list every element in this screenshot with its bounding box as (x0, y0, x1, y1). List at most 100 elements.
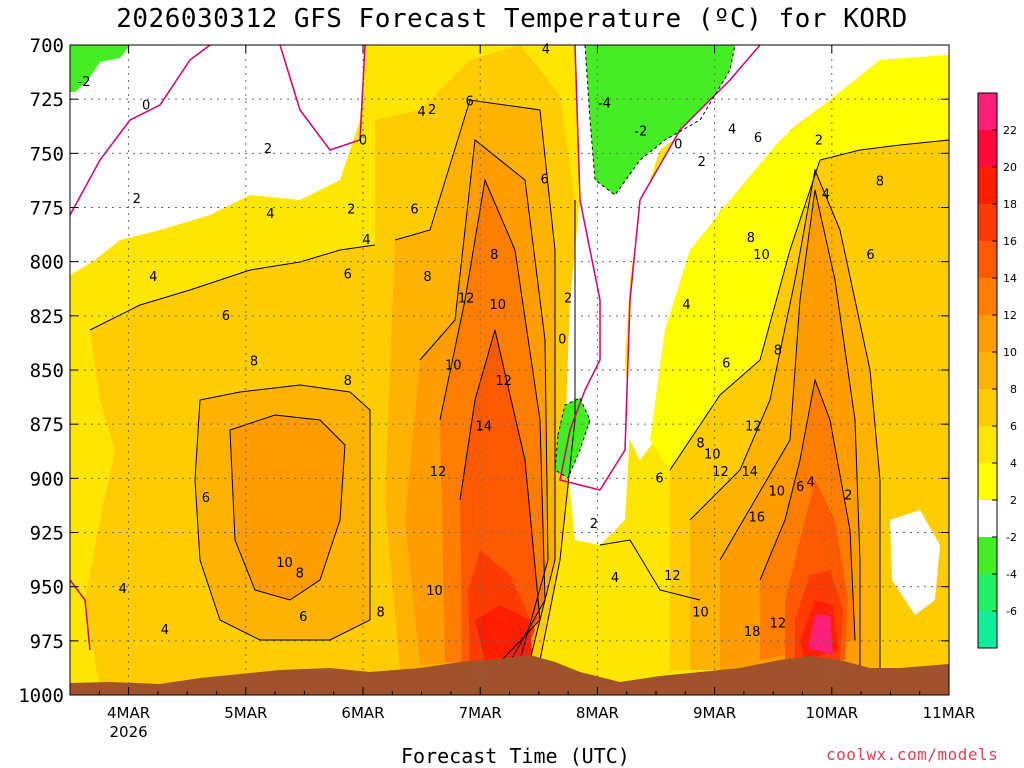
contour-label: 6 (722, 357, 730, 372)
warm-zone-center-18 (475, 605, 532, 660)
contour-label: 4 (822, 188, 830, 203)
contour-line (89, 244, 376, 331)
contour-label: 2 (815, 133, 823, 148)
contour-label: 2 (264, 142, 272, 157)
colorbar-frame (977, 92, 998, 649)
contour-label: 6 (344, 268, 352, 283)
contour-label: 10 (276, 556, 293, 571)
colorbar-label: -2 (1006, 531, 1017, 544)
cold-zone-right-upper-white (625, 45, 949, 460)
warm-zone-left-10 (230, 415, 345, 600)
contour-label: 4 (611, 571, 619, 586)
colorbar-swatch (978, 537, 997, 574)
contour-line (459, 329, 541, 663)
contour-lines (89, 99, 949, 670)
contour-label: 4 (149, 270, 157, 285)
contour-line (669, 139, 949, 471)
negative-contours (554, 45, 736, 479)
contour-label: 12 (770, 617, 787, 632)
colorbar-label: 12 (1003, 309, 1017, 322)
warm-zone-right-upper-yellow (650, 55, 949, 470)
contour-label: 6 (202, 491, 210, 506)
y-tick-label: 850 (30, 360, 64, 382)
contour-label: 8 (423, 270, 431, 285)
contour-label: 4 (682, 298, 690, 313)
contour-label: 4 (362, 233, 370, 248)
colorbar-swatch (978, 574, 997, 611)
colorbar-swatch (978, 167, 997, 204)
colorbar-label: 2 (1010, 494, 1017, 507)
contour-line (419, 139, 549, 661)
contour-label: 6 (466, 94, 474, 109)
contour-label: 6 (655, 471, 663, 486)
zero-isotherm-line (70, 45, 211, 216)
colorbar-swatch (978, 93, 997, 130)
contour-label: 8 (344, 374, 352, 389)
contour-label: 0 (142, 99, 150, 114)
colorbar-swatch (978, 426, 997, 463)
terrain (70, 655, 949, 695)
contour-label: 2 (844, 489, 852, 504)
contour-line (539, 200, 576, 661)
contour-label: 12 (430, 465, 447, 480)
warm-zone-right-20 (808, 615, 833, 655)
colorbar-swatch (978, 204, 997, 241)
temperature-field (70, 45, 949, 695)
colorbar-label: 8 (1010, 383, 1017, 396)
contour-label: 8 (376, 606, 384, 621)
chart-title: 2026030312 GFS Forecast Temperature (ºC)… (116, 4, 908, 34)
contour-label: 2 (133, 192, 141, 207)
contour-label: 18 (744, 625, 761, 640)
contour-label: 12 (458, 292, 475, 307)
colorbar-label: -4 (1006, 568, 1017, 581)
contour-label: 8 (250, 354, 258, 369)
x-sub-label: 2026 (110, 723, 148, 741)
x-tick-label: 5MAR (224, 704, 267, 722)
contour-label: 6 (410, 203, 418, 218)
contour-label: 12 (495, 374, 512, 389)
contour-label: 12 (712, 465, 729, 480)
contour-label: 6 (754, 131, 762, 146)
y-tick-label: 800 (30, 252, 64, 274)
contour-label: 2 (590, 517, 598, 532)
y-tick-label: 900 (30, 468, 64, 490)
contour-label: 10 (426, 584, 443, 599)
colorbar-swatch (978, 130, 997, 167)
cold-zone-right-white (890, 510, 940, 615)
x-tick-label: 7MAR (459, 704, 502, 722)
contour-label: 4 (542, 42, 550, 57)
colorbar-swatch (978, 611, 997, 648)
colorbar-label: 14 (1003, 272, 1017, 285)
zero-isotherm-line (559, 45, 761, 491)
contour-label: 10 (692, 606, 709, 621)
contour-label: 10 (704, 448, 721, 463)
contour-label: 10 (753, 248, 770, 263)
contour-label: 8 (696, 437, 704, 452)
contour-label: 4 (417, 105, 425, 120)
x-tick-label: 10MAR (805, 704, 858, 722)
contour-label: 6 (866, 248, 874, 263)
contour-label: 6 (541, 172, 549, 187)
contour-label: 8 (774, 344, 782, 359)
contour-label: 0 (558, 333, 566, 348)
y-tick-label: 750 (30, 143, 64, 165)
contour-line (599, 539, 701, 601)
contour-label: 4 (266, 207, 274, 222)
contour-line (194, 384, 371, 641)
contour-label: 8 (296, 567, 304, 582)
contour-label: -4 (598, 97, 611, 112)
contour-line (439, 178, 546, 663)
colorbar-swatch (978, 463, 997, 500)
credit-link[interactable]: coolwx.com/models (826, 745, 999, 764)
x-tick-label: 8MAR (576, 704, 619, 722)
contour-label: 8 (876, 175, 884, 190)
contour-label: 10 (445, 359, 462, 374)
colorbar-label: -6 (1006, 605, 1017, 618)
colorbar-label: 4 (1010, 457, 1017, 470)
y-tick-label: 775 (30, 198, 64, 220)
contour-line (689, 168, 881, 670)
contour-label: 4 (728, 123, 736, 138)
